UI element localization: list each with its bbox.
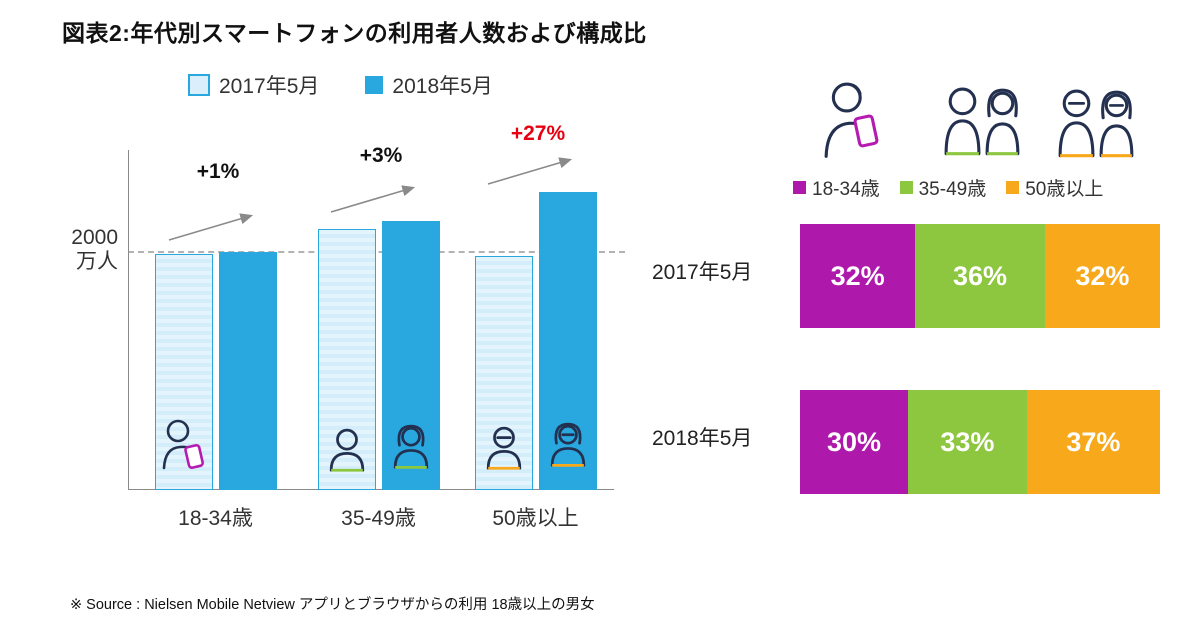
composition-legend: 18-34歳 35-49歳 50歳以上 [793,174,1103,201]
senior-man-icon [486,426,522,470]
legend-swatch-2017-icon [188,74,210,96]
legend-swatch-18-34-icon [793,181,806,194]
bar-2018-18-34 [219,252,277,490]
woman-icon [393,424,429,469]
composition-row-label-2018: 2018年5月 [652,427,753,450]
bar-2017-18-34 [155,254,213,490]
figure-title: 図表2:年代別スマートフォンの利用者人数および構成比 [62,20,647,46]
growth-arrow-icon [168,213,254,241]
legend-item-2017: 2017年5月 [188,70,319,100]
person-smartphone-icon [824,82,879,158]
legend-item-50plus: 50歳以上 [1006,174,1103,201]
segment-35-49: 36% [915,224,1045,328]
segment-50plus: 32% [1044,224,1160,328]
segment-value: 36% [952,260,1007,291]
growth-label-35-49: +3% [359,144,403,167]
segment-value: 32% [830,260,885,291]
category-label-35-49: 35-49歳 [341,507,416,530]
adults-pair-icon [944,87,1020,156]
y-axis [128,150,129,490]
segment-50plus: 37% [1026,390,1160,494]
composition-bar-2018: 30% 33% 37% [800,390,1160,494]
users-bar-chart: 2000 万人 +1% +3% +27% [71,120,628,530]
bar-2017-50plus [475,256,533,490]
legend-item-35-49: 35-49歳 [899,174,987,201]
y-axis-reference-label: 2000 万人 [52,226,118,274]
segment-18-34: 30% [800,390,908,494]
category-label-50plus: 50歳以上 [492,507,579,530]
legend-swatch-35-49-icon [899,181,913,194]
seniors-pair-icon [1058,89,1134,158]
legend-label-2017: 2017年5月 [219,75,320,98]
segment-value: 37% [1066,426,1121,457]
category-label-18-34: 18-34歳 [178,507,253,530]
bar-2018-50plus [539,192,597,490]
composition-row-label-2017: 2017年5月 [652,261,753,284]
person-smartphone-icon [162,419,204,470]
senior-woman-icon [550,422,586,467]
legend-item-18-34: 18-34歳 [793,174,880,201]
growth-label-50plus: +27% [510,122,566,145]
source-note: ※ Source : Nielsen Mobile Netview アプリとブラ… [70,597,595,613]
growth-arrow-icon [487,157,573,185]
growth-label-18-34: +1% [196,160,240,183]
segment-18-34: 32% [800,224,916,328]
growth-arrow-icon [330,185,416,213]
segment-value: 30% [826,426,882,457]
legend-label-18-34: 18-34歳 [812,179,880,200]
legend-label-50plus: 50歳以上 [1025,179,1104,200]
legend-label-35-49: 35-49歳 [918,179,987,200]
legend-swatch-2018-icon [365,76,384,94]
composition-bar-2017: 32% 36% 32% [800,224,1160,328]
segment-value: 33% [940,426,995,457]
bar-chart-legend: 2017年5月 2018年5月 [188,70,493,100]
ref-value: 2000 [71,226,118,249]
man-icon [329,428,365,472]
ref-unit: 万人 [76,250,118,274]
segment-35-49: 33% [908,390,1027,494]
bar-2017-35-49 [318,229,376,490]
reference-line-2000 [128,251,625,253]
segment-value: 32% [1075,260,1130,291]
legend-item-2018: 2018年5月 [365,70,493,100]
legend-label-2018: 2018年5月 [392,75,493,98]
legend-swatch-50plus-icon [1006,181,1020,194]
